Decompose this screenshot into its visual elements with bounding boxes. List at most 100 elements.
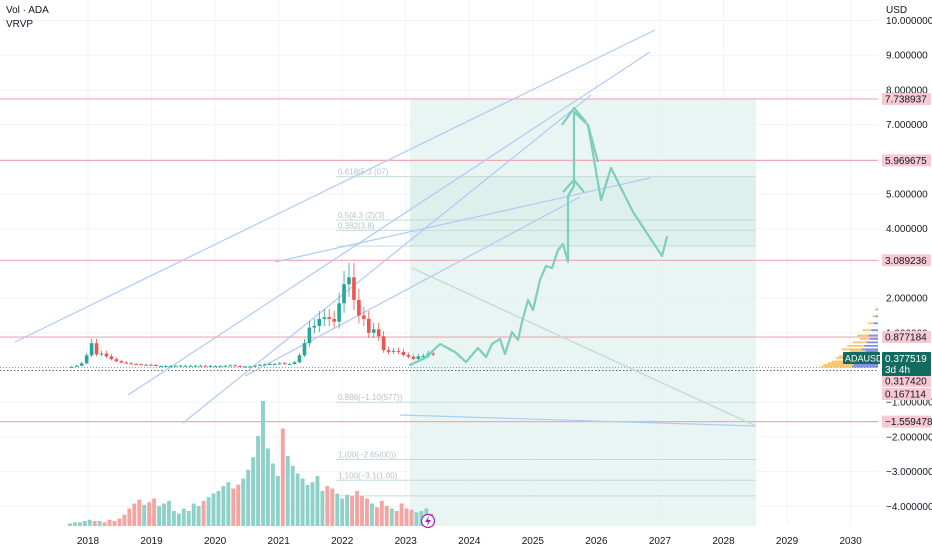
candle-body — [238, 366, 242, 368]
candle-body — [337, 303, 341, 322]
vrvp-bar-up — [827, 362, 856, 365]
candle-body — [104, 353, 109, 357]
volume-bar — [305, 484, 310, 526]
volume-bar — [196, 506, 201, 526]
vrvp-bar-up — [862, 329, 872, 332]
volume-bar — [295, 473, 300, 526]
candle-body — [218, 366, 223, 368]
candle-body — [386, 350, 391, 352]
trendline[interactable] — [399, 414, 757, 427]
candle-body — [268, 364, 272, 366]
price-tick-label: 9.000000 — [886, 51, 928, 62]
volume-bar — [345, 494, 350, 526]
candle-body — [173, 365, 178, 367]
volume-bar — [162, 503, 166, 526]
time-tick-label: 2026 — [585, 536, 608, 547]
volume-bar — [82, 521, 87, 526]
price-tick-label: 5.000000 — [886, 190, 928, 201]
volume-bar — [206, 497, 211, 526]
trendline[interactable] — [274, 177, 651, 263]
vrvp-bar-down — [873, 322, 878, 325]
vrvp-bar-down — [869, 338, 878, 340]
candle-body — [79, 363, 84, 366]
vrvp-bar-up — [823, 364, 854, 366]
price-level-badge[interactable] — [882, 415, 931, 428]
volume-bar — [360, 496, 364, 526]
candle-body — [401, 351, 406, 356]
volume-bar — [137, 499, 142, 526]
price-level-badge[interactable] — [882, 375, 931, 387]
candle-body — [292, 362, 297, 365]
price-level-badge[interactable] — [882, 388, 931, 400]
candle-body — [272, 364, 277, 366]
time-tick-label: 2025 — [522, 536, 545, 547]
volume-bar — [355, 491, 359, 526]
current-price-badge[interactable] — [882, 352, 931, 376]
price-tick-label: 4.000000 — [886, 224, 928, 235]
candle-body — [89, 343, 94, 356]
candle-body — [164, 366, 168, 368]
candle-body — [203, 365, 208, 367]
candle-body — [233, 365, 237, 367]
price-tick-label: 2.000000 — [886, 294, 928, 305]
fib-label: 0.5(4.3 (2)(3) — [338, 211, 385, 220]
volume-bar — [409, 509, 414, 526]
price-level-badge[interactable] — [882, 92, 931, 105]
price-level-badge[interactable] — [882, 254, 931, 267]
candle-body — [282, 363, 287, 365]
candle-body — [297, 355, 302, 363]
candle-body — [302, 343, 307, 356]
candle-body — [94, 343, 99, 355]
trendline[interactable] — [127, 51, 651, 396]
trendline[interactable] — [14, 29, 656, 343]
volume-bar — [275, 476, 280, 526]
price-tick-label: 8.000000 — [886, 85, 928, 96]
trendline[interactable] — [182, 94, 592, 424]
volume-bar — [300, 478, 305, 526]
candle-body — [193, 365, 198, 367]
lightning-glyph — [425, 516, 431, 526]
candle-body — [124, 362, 129, 364]
volume-bar — [394, 511, 399, 526]
price-level-badge[interactable] — [882, 331, 931, 344]
candle-body — [213, 366, 218, 368]
volume-bar — [280, 428, 285, 526]
vrvp-legend-label: VRVP — [6, 19, 34, 30]
vrvp-bar-down — [875, 315, 878, 318]
candle-body — [391, 350, 396, 352]
price-level-badge-label: 7.738937 — [885, 94, 927, 105]
candle-body — [347, 277, 351, 285]
candle-body — [357, 299, 361, 316]
volume-bar — [389, 508, 394, 526]
candle-body — [307, 327, 312, 344]
vrvp-bar-down — [861, 348, 878, 351]
trendline[interactable] — [244, 196, 581, 377]
volume-bar — [112, 521, 117, 526]
candle-body — [381, 336, 386, 351]
candle-body — [287, 364, 292, 366]
time-tick-label: 2030 — [839, 536, 862, 547]
candle-body — [396, 350, 401, 352]
volume-bar — [92, 521, 97, 526]
vrvp-bar-up — [850, 350, 866, 352]
volume-bar — [241, 478, 246, 526]
price-tick-label: −4.000000 — [886, 502, 932, 513]
price-level-badge-label: 5.969675 — [885, 156, 927, 167]
price-level-badge[interactable] — [882, 154, 931, 167]
volume-bar — [261, 401, 265, 526]
candle-body — [178, 365, 183, 367]
projected-price-path[interactable] — [408, 110, 669, 367]
price-tick-label: 7.000000 — [886, 120, 928, 131]
time-tick-label: 2027 — [649, 536, 672, 547]
volume-bar — [211, 493, 216, 526]
candle-body — [188, 365, 193, 367]
candle-body — [169, 366, 173, 368]
volume-bar — [330, 488, 335, 526]
symbol-badge[interactable] — [843, 352, 880, 364]
volume-bar — [290, 466, 295, 526]
vrvp-bar-up — [847, 344, 865, 347]
candle-body — [134, 364, 138, 366]
volume-bar — [369, 503, 374, 526]
